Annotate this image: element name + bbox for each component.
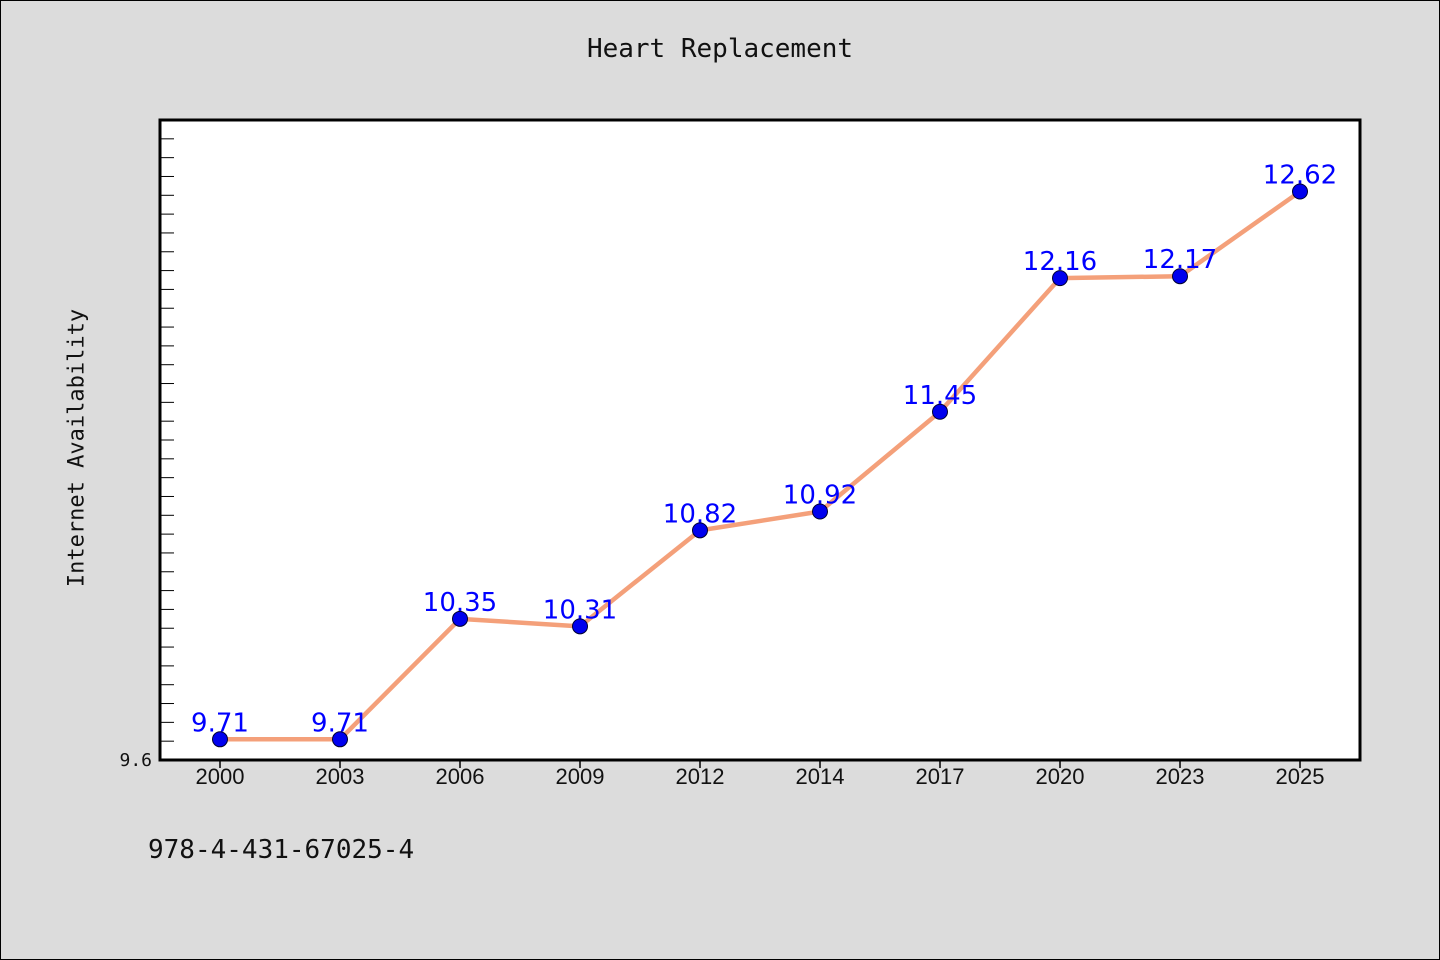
data-point bbox=[1292, 183, 1308, 200]
data-label: 12.62 bbox=[1263, 161, 1337, 191]
x-tick-label: 2020 bbox=[1036, 764, 1085, 789]
x-tick-label: 2012 bbox=[676, 764, 725, 789]
x-tick-label: 2000 bbox=[196, 764, 245, 789]
data-label: 9.71 bbox=[191, 708, 249, 738]
data-label: 10.31 bbox=[543, 595, 617, 625]
data-point bbox=[932, 403, 948, 420]
x-tick-label: 2025 bbox=[1276, 764, 1325, 789]
data-point bbox=[692, 522, 708, 539]
data-point bbox=[812, 503, 828, 520]
x-tick-label: 2009 bbox=[556, 764, 605, 789]
data-label: 10.92 bbox=[783, 481, 857, 511]
data-point bbox=[572, 618, 588, 635]
data-point bbox=[212, 731, 228, 748]
x-tick-label: 2003 bbox=[316, 764, 365, 789]
data-point bbox=[1172, 268, 1188, 285]
x-tick-label: 2023 bbox=[1156, 764, 1205, 789]
data-label: 10.82 bbox=[663, 499, 737, 529]
data-label: 9.71 bbox=[311, 708, 369, 738]
series-line bbox=[217, 189, 1303, 742]
data-label: 12.16 bbox=[1023, 247, 1097, 277]
data-point bbox=[1052, 270, 1068, 287]
data-point bbox=[332, 731, 348, 748]
data-point bbox=[452, 610, 468, 627]
data-label: 11.45 bbox=[903, 381, 977, 411]
chart-title: Heart Replacement bbox=[586, 34, 854, 64]
data-label: 10.35 bbox=[423, 588, 497, 618]
plot-area bbox=[158, 118, 1362, 762]
y-tick-label: 9.6 bbox=[119, 750, 152, 771]
x-tick-label: 2017 bbox=[916, 764, 965, 789]
x-tick-label: 2006 bbox=[436, 764, 485, 789]
x-tick-label: 2014 bbox=[796, 764, 845, 789]
isbn-text: 978-4-431-67025-4 bbox=[148, 835, 415, 865]
data-label: 12.17 bbox=[1143, 245, 1217, 275]
